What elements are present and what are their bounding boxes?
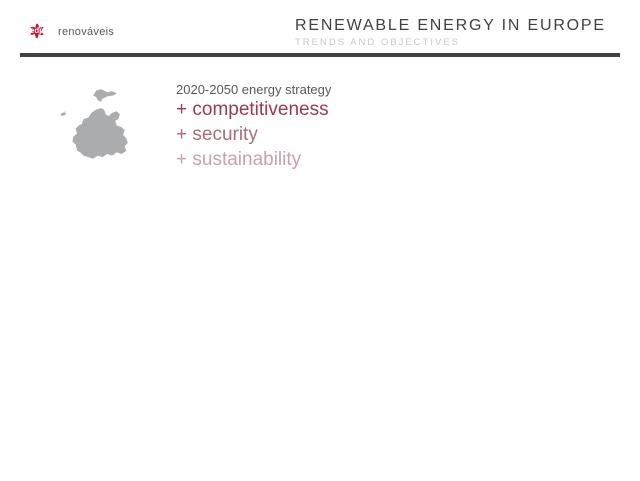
svg-text:edp: edp xyxy=(30,26,44,35)
